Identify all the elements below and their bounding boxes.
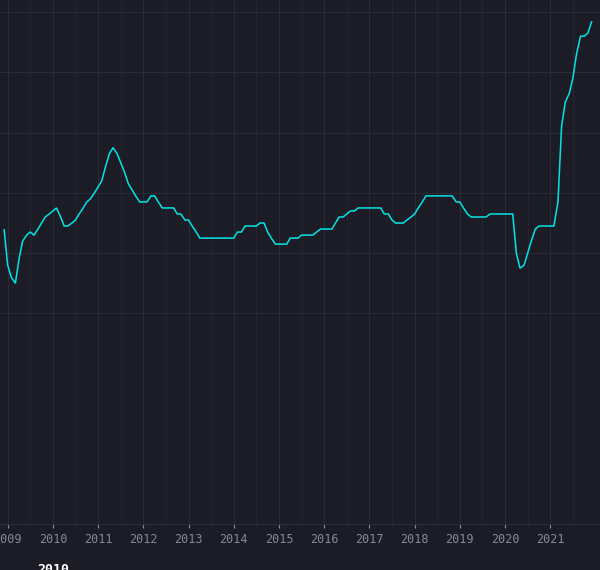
- Text: 2010: 2010: [37, 563, 69, 570]
